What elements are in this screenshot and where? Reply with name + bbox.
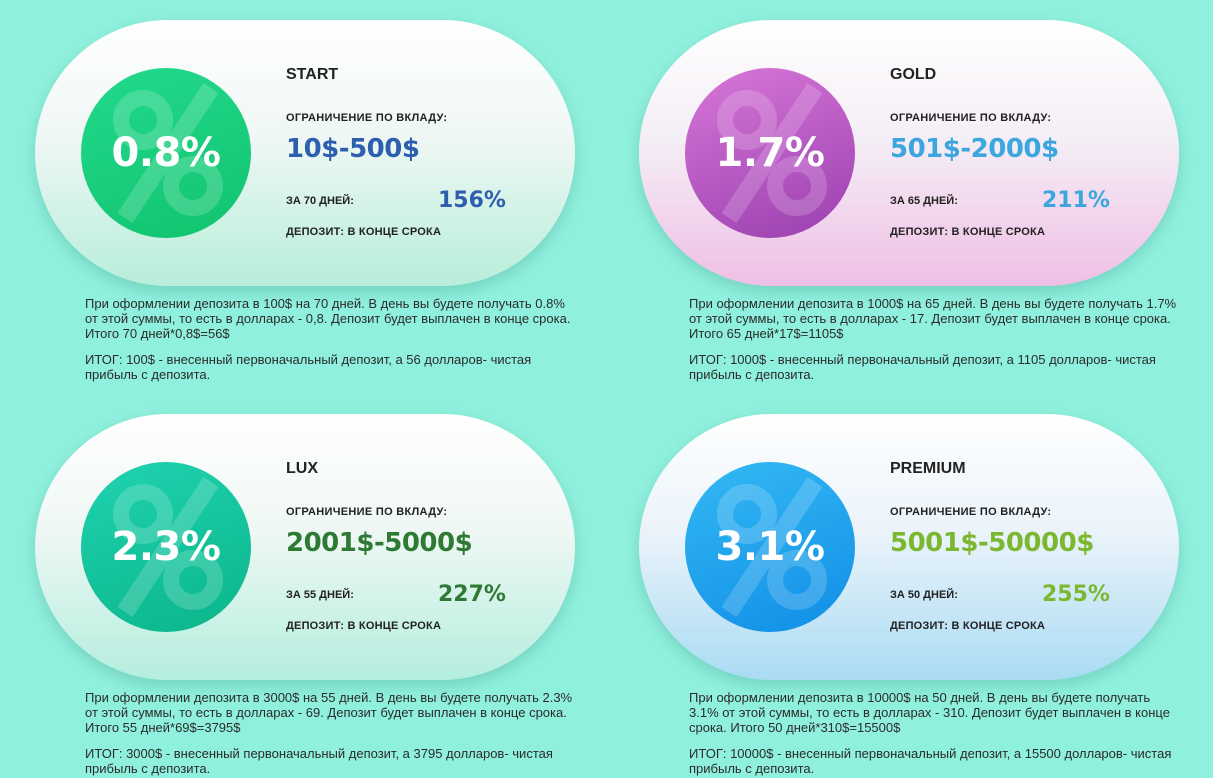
total-return: 156%	[438, 188, 506, 213]
total-return: 227%	[438, 582, 506, 607]
plan-description: При оформлении депозита в 10000$ на 50 д…	[689, 690, 1170, 735]
percent-watermark-icon	[717, 477, 827, 617]
plan-summary: ИТОГ: 10000$ - внесенный первоначальный …	[689, 746, 1172, 776]
daily-rate: 3.1%	[715, 524, 825, 570]
plan-name: GOLD	[890, 66, 937, 83]
daily-rate: 1.7%	[715, 130, 825, 176]
rate-badge: 3.1%	[685, 462, 855, 632]
limit-label: ОГРАНИЧЕНИЕ ПО ВКЛАДУ:	[286, 112, 448, 124]
plan-summary: ИТОГ: 3000$ - внесенный первоначальный д…	[85, 746, 553, 776]
total-return: 255%	[1042, 582, 1110, 607]
rate-badge: 2.3%	[81, 462, 251, 632]
deposit-range: 10$-500$	[286, 134, 420, 164]
rate-badge: 1.7%	[685, 68, 855, 238]
plan-name: PREMIUM	[890, 460, 966, 477]
plan-summary: ИТОГ: 1000$ - внесенный первоначальный д…	[689, 352, 1156, 382]
deposit-range: 2001$-5000$	[286, 528, 473, 558]
payout-label: ДЕПОЗИТ: В КОНЦЕ СРОКА	[286, 620, 442, 632]
plan-description: При оформлении депозита в 3000$ на 55 дн…	[85, 690, 573, 735]
plan-description: При оформлении депозита в 100$ на 70 дне…	[85, 296, 571, 341]
payout-label: ДЕПОЗИТ: В КОНЦЕ СРОКА	[890, 620, 1046, 632]
payout-label: ДЕПОЗИТ: В КОНЦЕ СРОКА	[286, 226, 442, 238]
term-label: ЗА 50 ДНЕЙ:	[890, 589, 958, 601]
term-label: ЗА 65 ДНЕЙ:	[890, 195, 958, 207]
total-return: 211%	[1042, 188, 1110, 213]
daily-rate: 2.3%	[111, 524, 221, 570]
percent-watermark-icon	[113, 477, 223, 617]
limit-label: ОГРАНИЧЕНИЕ ПО ВКЛАДУ:	[890, 506, 1052, 518]
payout-label: ДЕПОЗИТ: В КОНЦЕ СРОКА	[890, 226, 1046, 238]
term-label: ЗА 55 ДНЕЙ:	[286, 589, 354, 601]
percent-watermark-icon	[113, 83, 223, 223]
daily-rate: 0.8%	[111, 130, 221, 176]
plan-summary: ИТОГ: 100$ - внесенный первоначальный де…	[85, 352, 532, 382]
plan-description: При оформлении депозита в 1000$ на 65 дн…	[689, 296, 1177, 341]
term-label: ЗА 70 ДНЕЙ:	[286, 195, 354, 207]
rate-badge: 0.8%	[81, 68, 251, 238]
limit-label: ОГРАНИЧЕНИЕ ПО ВКЛАДУ:	[890, 112, 1052, 124]
plan-name: START	[286, 66, 339, 83]
deposit-range: 5001$-50000$	[890, 528, 1094, 558]
plan-name: LUX	[286, 460, 318, 477]
percent-watermark-icon	[717, 83, 827, 223]
limit-label: ОГРАНИЧЕНИЕ ПО ВКЛАДУ:	[286, 506, 448, 518]
deposit-range: 501$-2000$	[890, 134, 1059, 164]
